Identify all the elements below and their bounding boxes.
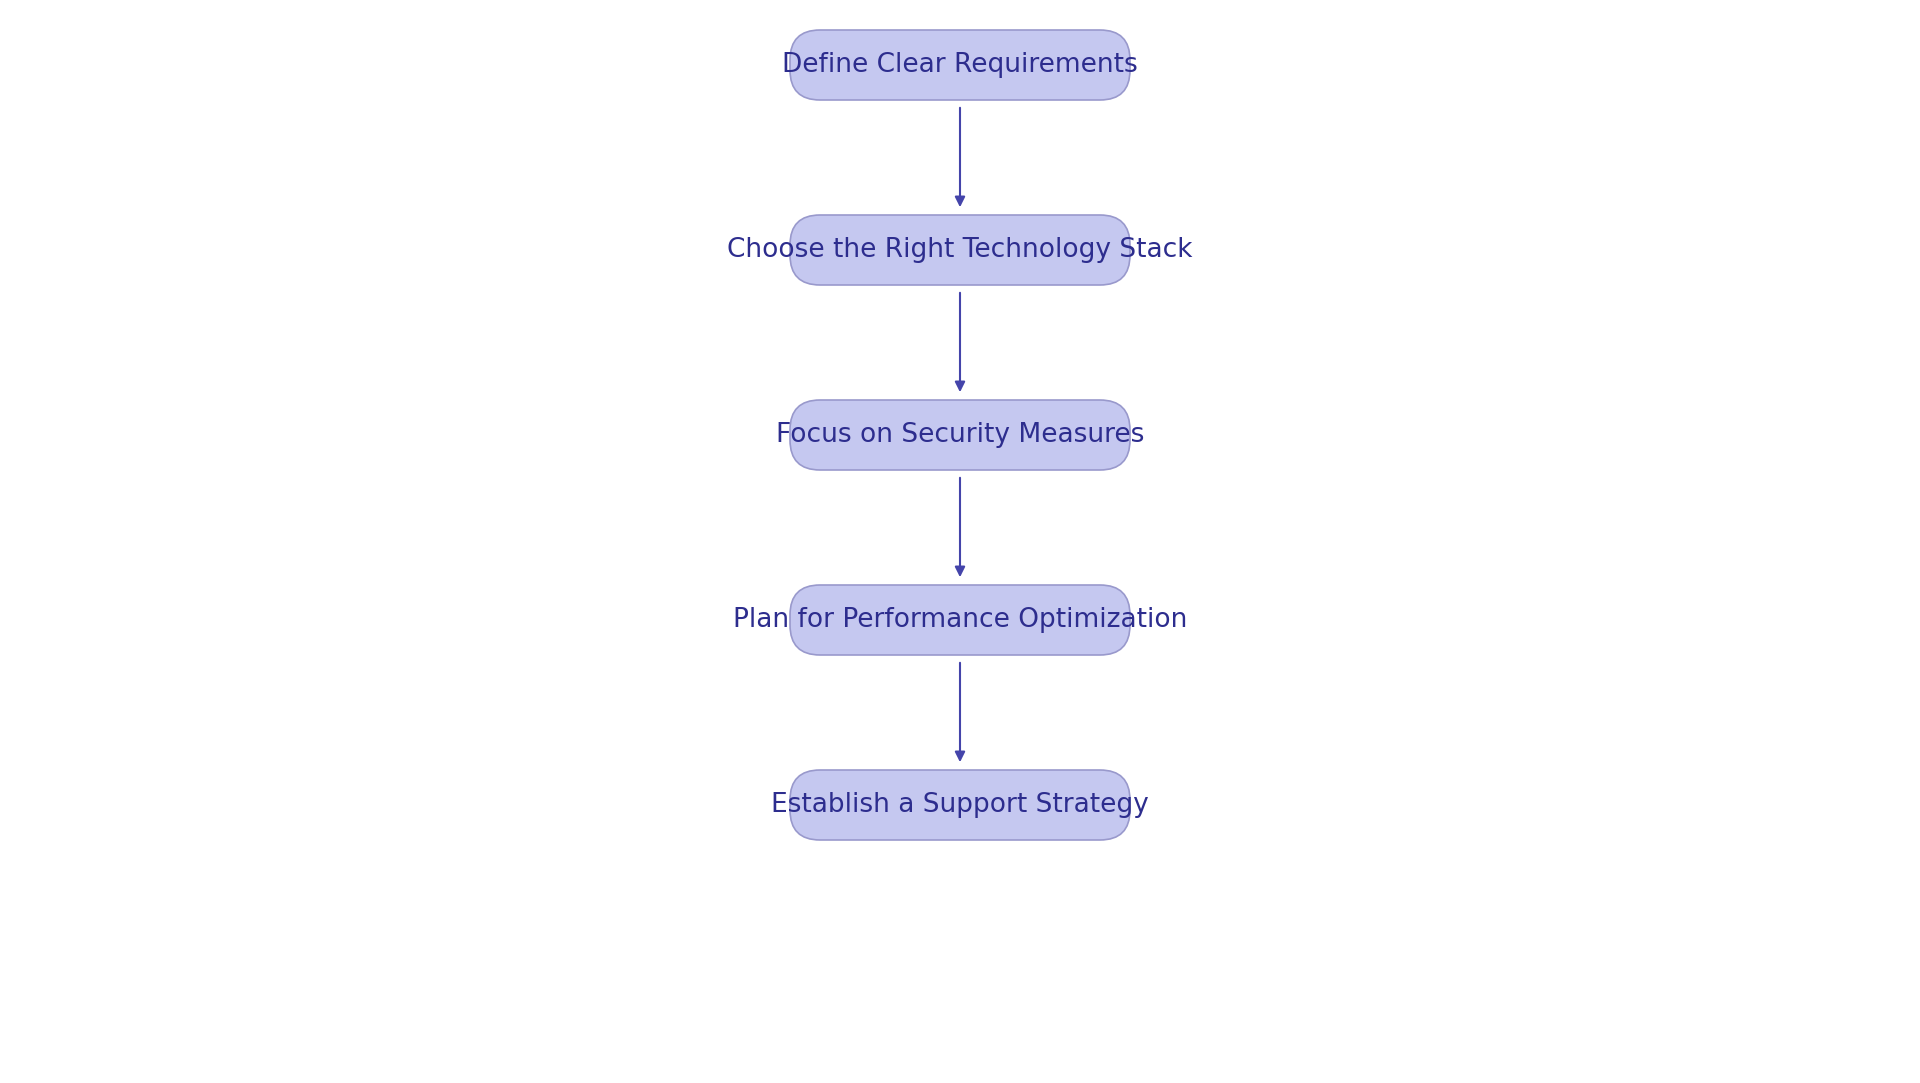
FancyBboxPatch shape [789, 216, 1131, 285]
Text: Choose the Right Technology Stack: Choose the Right Technology Stack [728, 237, 1192, 263]
FancyBboxPatch shape [789, 30, 1131, 100]
Text: Establish a Support Strategy: Establish a Support Strategy [772, 792, 1148, 818]
Text: Plan for Performance Optimization: Plan for Performance Optimization [733, 606, 1187, 632]
FancyBboxPatch shape [789, 585, 1131, 655]
Text: Focus on Security Measures: Focus on Security Measures [776, 422, 1144, 448]
FancyBboxPatch shape [789, 400, 1131, 470]
Text: Define Clear Requirements: Define Clear Requirements [781, 52, 1139, 78]
FancyBboxPatch shape [789, 770, 1131, 840]
